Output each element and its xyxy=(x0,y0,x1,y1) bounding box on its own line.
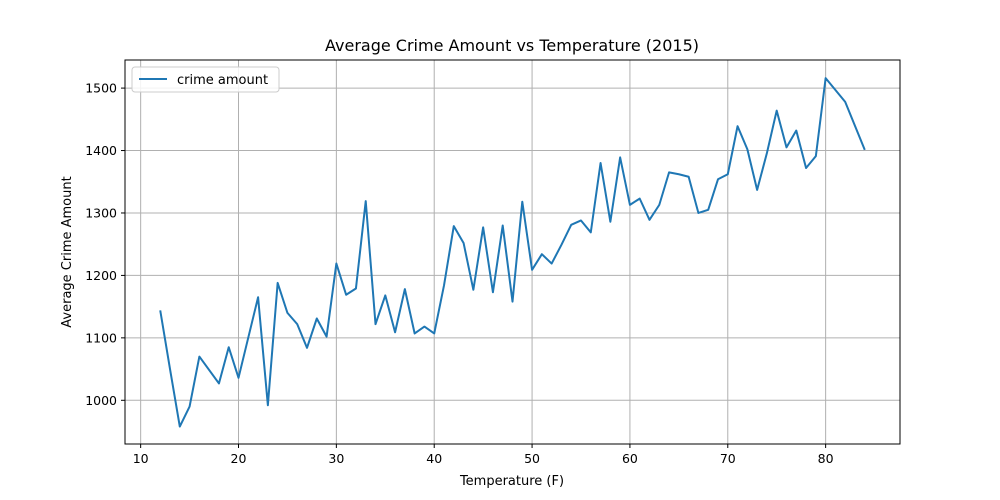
y-axis-label: Average Crime Amount xyxy=(60,176,75,327)
y-tick-label: 1200 xyxy=(85,268,117,283)
y-tick-label: 1400 xyxy=(85,143,117,158)
x-tick-label: 80 xyxy=(818,451,834,466)
x-tick-label: 60 xyxy=(622,451,638,466)
legend-label: crime amount xyxy=(177,73,268,88)
y-tick-label: 1300 xyxy=(85,205,117,220)
x-tick-label: 70 xyxy=(720,451,736,466)
series-line-crime-amount xyxy=(159,77,866,428)
y-tick-label: 1000 xyxy=(85,393,117,408)
y-tick-label: 1500 xyxy=(85,81,117,96)
gridlines xyxy=(125,60,900,444)
x-axis-label: Temperature (F) xyxy=(459,474,564,489)
x-tick-label: 10 xyxy=(133,451,149,466)
x-axis-ticks: 10 20 30 40 50 60 70 80 xyxy=(133,444,834,466)
y-axis-ticks: 1000 1100 1200 1300 1400 1500 xyxy=(85,81,125,408)
y-tick-label: 1100 xyxy=(85,330,117,345)
plot-frame xyxy=(124,59,901,445)
x-tick-label: 40 xyxy=(426,451,442,466)
legend-box xyxy=(131,66,280,93)
x-tick-label: 30 xyxy=(328,451,344,466)
legend: crime amount xyxy=(131,66,280,93)
x-tick-label: 50 xyxy=(524,451,540,466)
series-layer xyxy=(159,77,866,428)
chart-title: Average Crime Amount vs Temperature (201… xyxy=(325,36,699,55)
x-tick-label: 20 xyxy=(231,451,247,466)
